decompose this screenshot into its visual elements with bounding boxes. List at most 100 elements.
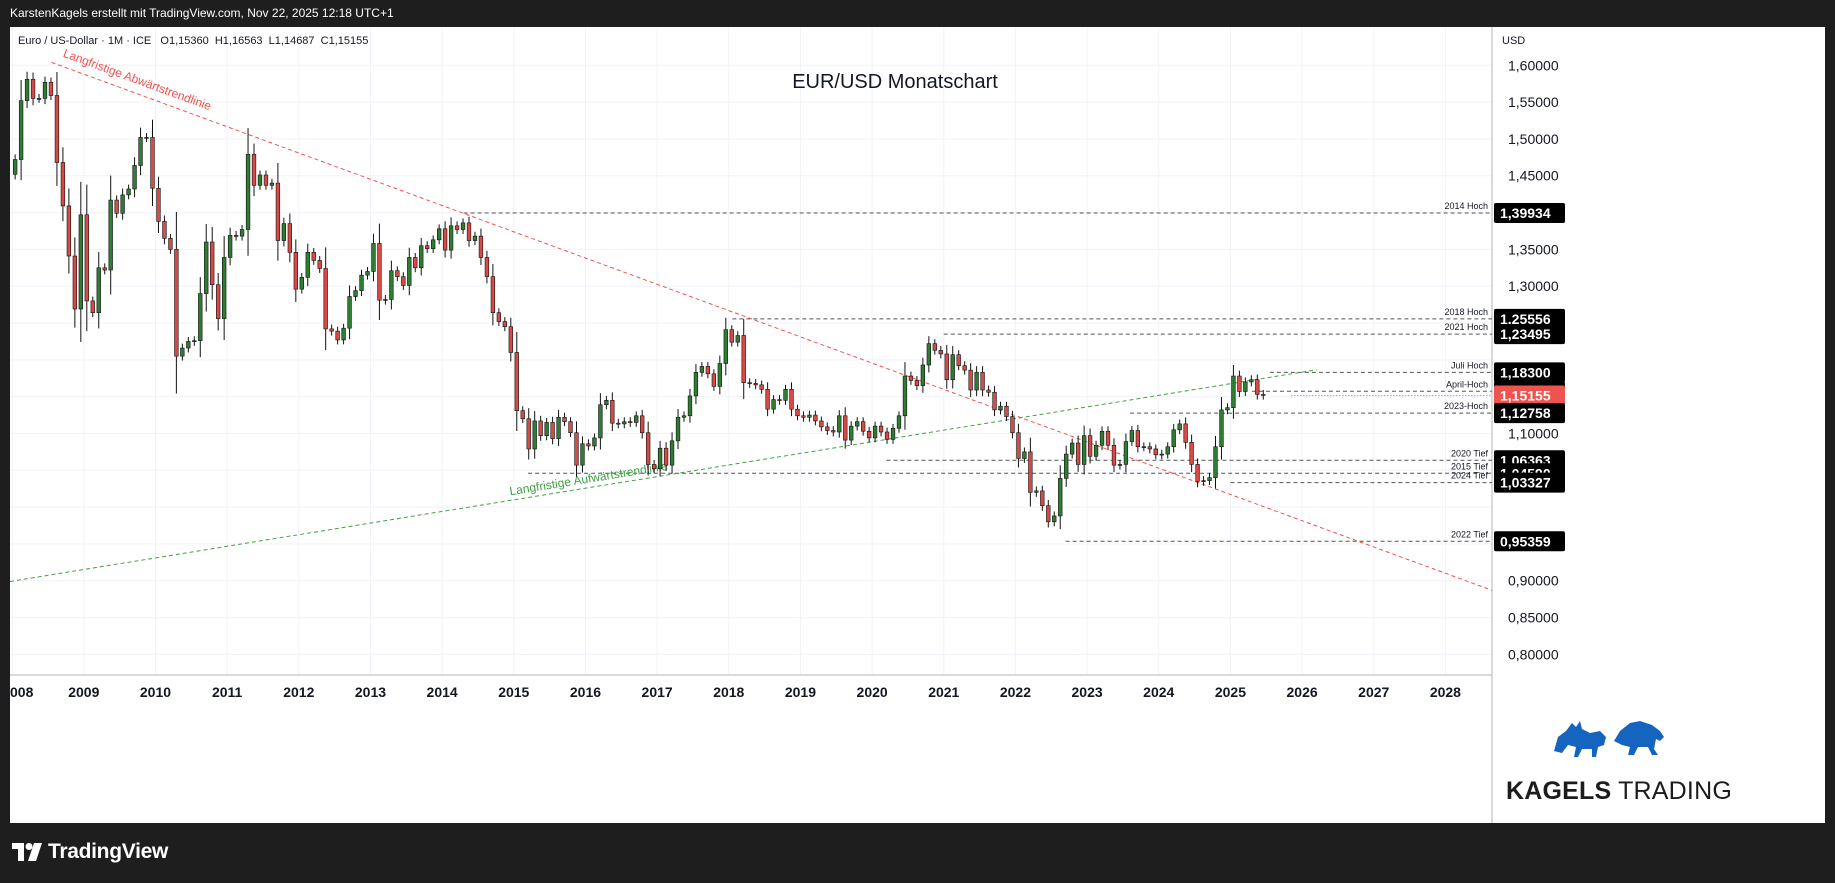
- candle: [866, 426, 872, 443]
- candle-body: [1075, 442, 1081, 465]
- y-tick-label: 0,85000: [1508, 610, 1559, 626]
- candle: [275, 163, 281, 261]
- candle: [359, 269, 364, 297]
- candle-body: [317, 260, 322, 269]
- candle: [1219, 397, 1224, 460]
- candle: [640, 409, 645, 439]
- candle: [502, 317, 507, 332]
- candle: [514, 332, 519, 432]
- candle-body: [233, 235, 239, 237]
- candle-body: [156, 187, 161, 222]
- candle: [1183, 417, 1188, 449]
- candle-body: [956, 354, 961, 367]
- candle-body: [138, 137, 143, 166]
- candle-body: [729, 329, 734, 343]
- candle: [884, 427, 890, 444]
- candle-body: [598, 404, 603, 439]
- candle: [132, 157, 137, 198]
- candle-body: [478, 235, 484, 258]
- candle: [353, 286, 358, 301]
- candle: [144, 133, 149, 142]
- y-tick-label: 1,50000: [1508, 131, 1559, 147]
- x-tick-label: 2014: [427, 684, 458, 700]
- candle: [198, 277, 203, 358]
- candle-body: [389, 270, 394, 300]
- candle-body: [502, 321, 507, 327]
- candle-body: [66, 205, 72, 257]
- candle: [431, 235, 436, 254]
- candle: [1064, 445, 1069, 487]
- x-tick-label: 2009: [68, 684, 99, 700]
- candle: [389, 260, 394, 310]
- level-price-tag: [1494, 203, 1565, 224]
- current-price-tag: [1494, 385, 1565, 406]
- candle-body: [896, 415, 902, 429]
- candle: [222, 236, 227, 340]
- candle-body: [1052, 515, 1057, 523]
- candle-body: [1058, 478, 1063, 517]
- x-tick-label: 2012: [283, 684, 314, 700]
- y-tick-label: 1,55000: [1508, 94, 1559, 110]
- chart-area[interactable]: 008 2009 2010 2011 2012 2013 2014 2015 2016 2017 2…: [10, 27, 1825, 823]
- candle: [759, 380, 764, 394]
- candle: [1117, 459, 1123, 470]
- chart-canvas[interactable]: 008 2009 2010 2011 2012 2013 2014 2015 2016 2017 2…: [10, 27, 1825, 823]
- candle: [1028, 437, 1033, 507]
- candle: [1255, 374, 1260, 400]
- candle: [532, 411, 537, 459]
- level-price-text: 1,03327: [1500, 475, 1551, 491]
- candle-body: [1028, 451, 1033, 493]
- candle: [1123, 433, 1129, 473]
- level-label: April-Hoch: [1446, 379, 1488, 389]
- candle-body: [681, 415, 687, 418]
- candle: [574, 421, 579, 477]
- candle: [407, 247, 412, 296]
- logo-text: KAGELS TRADING: [1506, 777, 1732, 805]
- candle-body: [789, 388, 794, 410]
- candle: [425, 241, 430, 254]
- candle: [401, 272, 406, 290]
- candle: [550, 416, 555, 445]
- y-tick-label: 1,30000: [1508, 278, 1559, 294]
- x-tick-label: 2028: [1430, 684, 1461, 700]
- candle-body: [24, 78, 30, 101]
- candle-body: [944, 353, 949, 381]
- candle-body: [634, 415, 639, 423]
- candle: [156, 176, 161, 233]
- candle: [102, 263, 107, 275]
- candle: [1249, 375, 1254, 387]
- x-tick-label: 2013: [355, 684, 386, 700]
- candle-body: [861, 421, 866, 432]
- candle-body: [323, 268, 328, 330]
- candle-body: [1129, 430, 1135, 442]
- candle-body: [162, 221, 167, 239]
- tradingview-logo[interactable]: TradingView: [12, 840, 168, 864]
- level-price-tag: [1494, 472, 1565, 493]
- candle: [478, 228, 484, 265]
- candle-body: [622, 421, 627, 425]
- candle: [974, 366, 979, 397]
- candle-body: [353, 290, 358, 297]
- candle-body: [341, 327, 346, 341]
- candle: [299, 272, 304, 294]
- candle-body: [210, 241, 215, 286]
- candle: [323, 247, 328, 351]
- candle: [723, 317, 728, 376]
- candle-body: [920, 364, 926, 386]
- candle: [980, 366, 985, 397]
- candle: [890, 423, 896, 444]
- candle: [687, 388, 693, 423]
- candle-body: [102, 267, 107, 271]
- candle-body: [616, 422, 621, 425]
- candle-body: [1016, 432, 1021, 459]
- candle: [1177, 419, 1182, 435]
- candle: [233, 230, 239, 241]
- candle-body: [472, 235, 478, 241]
- candle-body: [723, 329, 728, 364]
- level-price-text: 0,95359: [1500, 533, 1551, 549]
- candle-body: [239, 229, 245, 237]
- candle-body: [311, 252, 316, 261]
- candle-body: [902, 375, 908, 417]
- candle-body: [1022, 451, 1027, 459]
- candle: [287, 213, 292, 263]
